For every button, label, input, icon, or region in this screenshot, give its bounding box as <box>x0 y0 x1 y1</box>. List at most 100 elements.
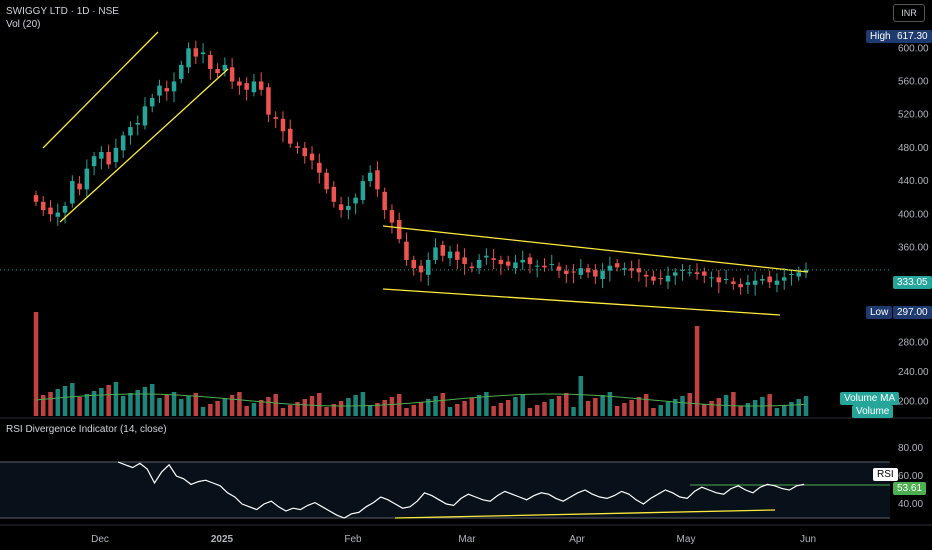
volume-bar <box>745 403 751 416</box>
volume-bar <box>513 397 518 416</box>
candle-body <box>476 259 482 269</box>
volume-bar <box>360 392 366 416</box>
volume-bar <box>709 401 714 416</box>
volume-bar <box>237 392 242 416</box>
volume-bar <box>781 405 787 416</box>
volume-bar <box>469 398 475 416</box>
volume-bar <box>614 406 620 416</box>
volume-bar <box>636 397 642 416</box>
candle-body <box>273 117 278 119</box>
volume-bar <box>91 391 97 416</box>
volume-bar <box>440 393 446 416</box>
rsi-tag: RSI <box>873 468 898 481</box>
candle-body <box>142 106 148 126</box>
candle-body <box>258 81 264 90</box>
candle-body <box>266 87 271 115</box>
low-value: 297.00 <box>893 306 932 319</box>
volume-bar <box>578 376 584 416</box>
volume-bar <box>389 397 395 416</box>
volume-bar <box>149 384 155 416</box>
volume-bar <box>687 393 693 416</box>
volume-bar <box>418 402 424 416</box>
candle-body <box>672 272 678 276</box>
candle-body <box>55 212 61 217</box>
rsi-axis-tick: 40.00 <box>898 499 923 510</box>
candle-body <box>404 241 409 260</box>
candle-body <box>418 265 424 273</box>
volume-bar <box>760 397 765 416</box>
volume-bar <box>55 389 61 416</box>
volume-bar <box>803 396 809 416</box>
volume-bar <box>593 398 598 416</box>
candle-body <box>135 122 140 125</box>
volume-bar <box>208 404 213 416</box>
candle-body <box>731 281 736 284</box>
x-axis-tick: Feb <box>344 534 362 545</box>
volume-bar <box>534 405 540 416</box>
volume-bar <box>629 400 634 416</box>
volume-bar <box>789 402 794 416</box>
volume-bar <box>404 408 409 416</box>
candle-body <box>549 264 555 266</box>
trendline <box>382 288 781 316</box>
candle-body <box>33 195 39 202</box>
price-axis-tick: 360.00 <box>898 242 929 253</box>
candle-body <box>353 197 358 204</box>
symbol-title: SWIGGY LTD · 1D · NSE <box>6 6 119 17</box>
volume-bar <box>658 405 663 416</box>
candle-body <box>309 153 315 161</box>
volume-bar <box>135 390 140 416</box>
candle-body <box>578 268 584 275</box>
volume-bar <box>229 395 235 416</box>
volume-bar <box>491 406 496 416</box>
volume-bar <box>542 402 547 416</box>
candle-body <box>338 204 344 211</box>
candle-body <box>41 201 46 211</box>
candle-body <box>542 265 547 268</box>
candle-body <box>455 251 460 260</box>
candle-body <box>767 276 772 283</box>
candle-body <box>411 259 416 269</box>
volume-bar <box>84 394 90 416</box>
volume-bar <box>186 396 191 416</box>
volume-bar <box>774 408 780 416</box>
volume-bar <box>520 394 525 416</box>
currency-button[interactable]: INR <box>893 4 925 22</box>
candle-body <box>70 181 75 204</box>
candle-body <box>367 172 373 182</box>
volume-bar <box>287 405 293 416</box>
volume-axis-tick: 280.00 <box>898 338 929 349</box>
volume-bar <box>585 401 591 416</box>
volume-bar <box>556 396 562 416</box>
volume-bar <box>273 394 278 416</box>
candle-body <box>244 83 249 90</box>
candle-body <box>280 118 286 132</box>
candle-body <box>636 268 642 273</box>
candle-body <box>484 255 489 258</box>
candle-body <box>571 271 576 273</box>
candle-body <box>614 263 620 268</box>
volume-bar <box>367 406 373 416</box>
candle-body <box>164 88 170 92</box>
volume-bar <box>622 403 627 416</box>
volume-bar <box>375 403 380 416</box>
x-axis-tick: Dec <box>91 534 109 545</box>
candle-body <box>745 282 751 285</box>
candle-body <box>317 162 322 173</box>
candle-body <box>62 205 68 213</box>
volume-bar <box>280 408 286 416</box>
candle-body <box>237 81 242 86</box>
price-axis-tick: 440.00 <box>898 176 929 187</box>
volume-bar <box>215 401 220 416</box>
candle-body <box>302 147 308 157</box>
volume-bar <box>77 397 82 416</box>
candle-body <box>643 274 649 277</box>
volume-bar <box>193 393 199 416</box>
candle-body <box>491 258 496 260</box>
volume-bar <box>317 393 322 416</box>
x-axis-tick: Apr <box>569 534 585 545</box>
volume-bar <box>680 396 685 416</box>
volume-ma-line <box>35 393 807 407</box>
trendline <box>382 225 809 273</box>
candle-body <box>498 259 504 265</box>
